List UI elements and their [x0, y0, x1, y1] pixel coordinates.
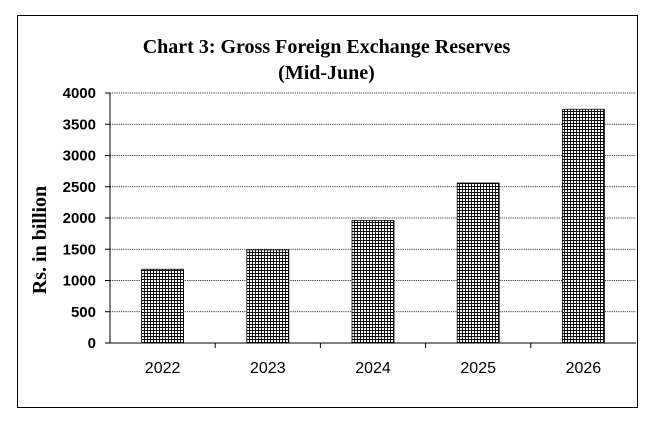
bar-2025	[456, 182, 500, 344]
y-tick-label: 500	[71, 304, 96, 321]
y-tick-labels: 0 500 1000 1500 2000 2500 3000 3500 4000	[63, 85, 96, 352]
chart-title-block: Chart 3: Gross Foreign Exchange Reserves…	[0, 34, 653, 86]
bars	[141, 108, 605, 344]
x-tick-label: 2023	[250, 360, 286, 377]
bar-2024	[351, 220, 395, 344]
chart-subtitle: (Mid-June)	[278, 62, 375, 84]
y-tick-label: 3500	[63, 116, 96, 133]
bar-2023	[246, 249, 290, 344]
y-tick-label: 0	[88, 335, 96, 352]
y-tick-label: 4000	[63, 85, 96, 102]
axes	[105, 92, 636, 348]
y-tick-label: 1000	[63, 273, 96, 290]
bar-2022	[141, 268, 185, 344]
x-tick-label: 2025	[460, 360, 496, 377]
x-tick-label: 2022	[145, 360, 181, 377]
y-tick-label: 2500	[63, 179, 96, 196]
x-tick-labels: 2022 2023 2024 2025 2026	[145, 360, 601, 377]
y-tick-label: 1500	[63, 241, 96, 258]
bar-2026	[562, 108, 605, 344]
x-tick-label: 2024	[355, 360, 391, 377]
y-tick-label: 2000	[63, 210, 96, 227]
x-tick-label: 2026	[566, 360, 602, 377]
chart-title: Chart 3: Gross Foreign Exchange Reserves	[142, 36, 511, 58]
y-tick-label: 3000	[63, 148, 96, 165]
